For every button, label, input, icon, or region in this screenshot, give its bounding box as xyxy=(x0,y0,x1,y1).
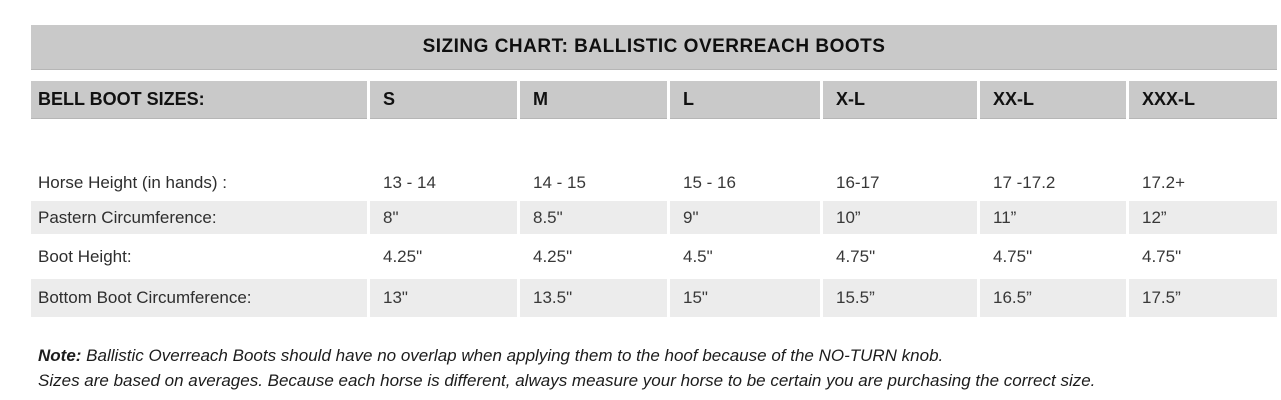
row-label: Horse Height (in hands) : xyxy=(38,173,227,192)
chart-title: SIZING CHART: BALLISTIC OVERREACH BOOTS xyxy=(422,36,886,57)
table-cell: 12” xyxy=(1129,201,1277,234)
table-cell: 4.25" xyxy=(383,246,423,266)
column-header-xl: X-L xyxy=(823,81,977,119)
table-row-bottom-boot-circumference: Bottom Boot Circumference: 13" 13.5" 15"… xyxy=(31,279,1277,317)
row-label: Bottom Boot Circumference: xyxy=(31,279,367,317)
note-line-1: Note: Ballistic Overreach Boots should h… xyxy=(38,343,1277,368)
table-cell: 15 - 16 xyxy=(683,173,736,192)
table-cell: 9" xyxy=(670,201,820,234)
row-label: Boot Height: xyxy=(38,246,132,266)
note-section: Note: Ballistic Overreach Boots should h… xyxy=(38,343,1277,393)
table-cell: 11” xyxy=(980,201,1126,234)
table-row-horse-height: Horse Height (in hands) : 13 - 14 14 - 1… xyxy=(31,165,1277,201)
table-cell: 13.5" xyxy=(520,279,667,317)
column-header-s: S xyxy=(370,81,517,119)
table-header-row: BELL BOOT SIZES: S M L X-L XX-L XXX-L xyxy=(31,81,1277,119)
column-header-l: L xyxy=(670,81,820,119)
table-cell: 4.25" xyxy=(533,246,573,266)
table-cell: 4.75" xyxy=(836,246,876,266)
table-cell: 8" xyxy=(370,201,517,234)
column-header-m: M xyxy=(520,81,667,119)
column-header-xxxl: XXX-L xyxy=(1129,81,1277,119)
note-line-2: Sizes are based on averages. Because eac… xyxy=(38,371,1096,390)
header-bell-boot-sizes: BELL BOOT SIZES: xyxy=(31,81,367,119)
table-cell: 10” xyxy=(823,201,977,234)
table-cell: 8.5" xyxy=(520,201,667,234)
note-label: Note: xyxy=(38,346,82,365)
chart-title-bar: SIZING CHART: BALLISTIC OVERREACH BOOTS xyxy=(31,25,1277,70)
table-cell: 14 - 15 xyxy=(533,173,586,192)
table-cell: 16.5” xyxy=(980,279,1126,317)
table-cell: 15" xyxy=(670,279,820,317)
table-cell: 17 -17.2 xyxy=(993,173,1056,192)
table-cell: 4.75" xyxy=(993,246,1033,266)
note-text-1: Ballistic Overreach Boots should have no… xyxy=(81,346,944,365)
table-cell: 17.5” xyxy=(1129,279,1277,317)
table-cell: 17.2+ xyxy=(1142,173,1186,192)
table-cell: 4.75" xyxy=(1142,246,1182,266)
table-row-pastern-circumference: Pastern Circumference: 8" 8.5" 9" 10” 11… xyxy=(31,201,1277,234)
sizing-chart-page: SIZING CHART: BALLISTIC OVERREACH BOOTS … xyxy=(31,25,1277,393)
table-cell: 13" xyxy=(370,279,517,317)
empty-spacer-row xyxy=(31,119,1277,165)
table-cell: 4.5" xyxy=(683,246,713,266)
table-cell: 15.5” xyxy=(823,279,977,317)
row-label: Pastern Circumference: xyxy=(31,201,367,234)
column-header-xxl: XX-L xyxy=(980,81,1126,119)
table-cell: 16-17 xyxy=(836,173,880,192)
table-row-boot-height: Boot Height: 4.25" 4.25" 4.5" 4.75" 4.75… xyxy=(31,234,1277,279)
table-cell: 13 - 14 xyxy=(383,173,436,192)
